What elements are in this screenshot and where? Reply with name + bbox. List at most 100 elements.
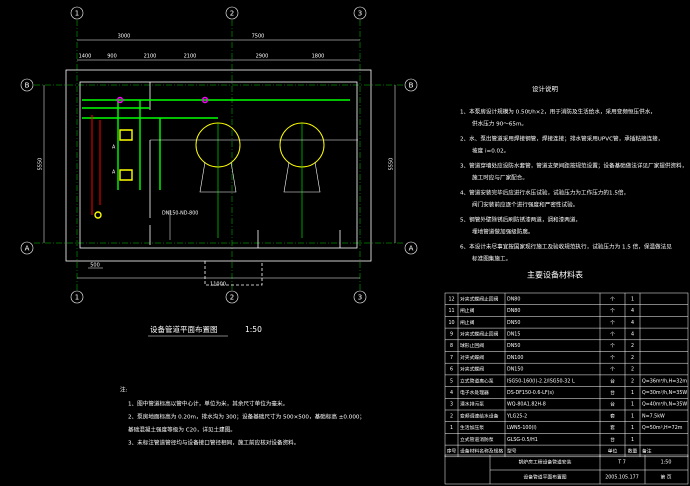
table-cell: 2 <box>631 343 634 349</box>
table-cell: 单位 <box>608 447 618 454</box>
dim-second: 900 <box>107 54 117 60</box>
table-cell: 对夹式蝶阀 <box>460 366 484 373</box>
table-cell: N=7.5kW <box>642 413 665 419</box>
table-cell: 6 <box>450 367 453 373</box>
axis-bubble <box>404 78 418 92</box>
table-cell: 12 <box>448 296 454 302</box>
dim-second: 1800 <box>312 54 325 60</box>
table-cell: 2 <box>631 378 634 384</box>
axis-label: 1 <box>75 10 79 18</box>
table-cell: 11 <box>448 308 454 314</box>
table-cell: 2 <box>631 367 634 373</box>
note: 2、泵房地面标高为 0.20m，排水沟为 300；设备基础尺寸为 500×500… <box>128 413 365 421</box>
sheet: T 7 <box>617 460 626 466</box>
table-cell: 变频调速给水设备 <box>460 412 499 419</box>
axis-label: 2 <box>230 294 234 302</box>
table-cell: 套 <box>610 424 615 431</box>
tanks <box>195 122 325 238</box>
table-cell: 电子水处理器 <box>460 389 489 396</box>
dim-second: 2900 <box>256 54 269 60</box>
table-cell: 10 <box>448 320 454 326</box>
drawing-name: 设备管道平面布置图 <box>523 474 566 481</box>
table-cell: 立式管道消防泵 <box>460 436 494 443</box>
table-cell: 个 <box>610 343 615 349</box>
table-title: 主要设备材料表 <box>527 270 583 280</box>
dim-bottom-small: 500 <box>90 263 100 269</box>
table-cell: 立式管道离心泵 <box>460 377 494 384</box>
axis-bubble <box>225 290 239 304</box>
axis-bubble <box>70 6 84 20</box>
table-cell: 设备材料名称及规格 <box>460 447 503 454</box>
table-cell: 闸止阀 <box>460 307 475 314</box>
axis-bubble <box>404 241 418 255</box>
title-block-frame <box>444 454 689 485</box>
axis-bubble <box>20 241 34 255</box>
table-cell: Q=40m³/h,N=35W <box>642 402 687 408</box>
table-cell: 7 <box>450 355 453 361</box>
table-cell: DN80 <box>507 296 520 302</box>
table-cell: DN50 <box>507 320 520 326</box>
plan-label: A <box>112 145 116 151</box>
table-cell: DN150 <box>507 367 523 373</box>
dim-top: 7500 <box>252 34 265 40</box>
table-cell: 个 <box>610 331 615 337</box>
table-cell: 8 <box>450 343 453 349</box>
axis-label: 2 <box>230 10 234 18</box>
notes-title: 注: <box>120 386 128 394</box>
dim-second: 2100 <box>144 54 157 60</box>
table-cell: 台 <box>610 436 615 443</box>
project-name: 锅炉房工程设备管道安装 <box>519 459 572 466</box>
plan-label: A <box>112 170 116 176</box>
table-cell: 对夹式蝶阀止回阀 <box>460 330 499 337</box>
table-cell: 套 <box>610 412 615 419</box>
design-note: 标准图集施工。 <box>472 255 511 263</box>
note: 1、图中管道标高以管中心计，单位为米，其余尺寸单位为毫米。 <box>128 400 288 408</box>
table-cell: 2 <box>450 413 453 419</box>
table-cell: 1 <box>631 413 634 419</box>
axis-bubble <box>353 290 367 304</box>
table-cell: 台 <box>610 389 615 396</box>
table-cell: DN15 <box>507 331 520 337</box>
axis-bubble <box>70 290 84 304</box>
table-cell: 9 <box>450 331 453 337</box>
design-note: 2、水、泵出管道采用焊接钢管，焊接连接；排水管采用UPVC管，承插粘接连接， <box>460 135 663 143</box>
page: 第 页 <box>660 474 671 481</box>
axis-label: 3 <box>358 294 362 302</box>
design-note: 阀门安装前应逐个进行强度和严密性试验。 <box>472 201 578 209</box>
axis-label: 3 <box>358 10 362 18</box>
table-cell: 闸止阀 <box>460 319 475 326</box>
axis-label: A <box>25 245 30 253</box>
table-cell: WQ-80A1.82H-8 <box>507 402 546 408</box>
axis-bubble <box>225 6 239 20</box>
table-cell: 1 <box>631 402 634 408</box>
axis-lines <box>34 20 404 290</box>
plan-scale: 1:50 <box>245 325 262 334</box>
design-note: 供水压力 90～65m。 <box>472 120 527 128</box>
design-note: 6、本设计未尽事宜按国家现行施工及验收规范执行，试验压力为 1.5 倍，保温做法… <box>460 243 672 251</box>
table-cell: DN50 <box>507 343 520 349</box>
dim-second: 1400 <box>79 54 92 60</box>
table-cell: 3 <box>450 402 453 408</box>
plan-title: 设备管道平面布置图 <box>150 324 218 334</box>
walls <box>65 69 372 286</box>
axis-label: 1 <box>75 294 79 302</box>
design-note: 坡度 i=0.02。 <box>472 147 509 155</box>
table-cell: 1 <box>450 425 453 431</box>
table-cell: 台 <box>610 401 615 408</box>
dimension-lines <box>43 39 396 279</box>
table-cell: GLSG-0.5/H1 <box>507 437 538 443</box>
axis-label: B <box>409 82 414 90</box>
table-cell: 1 <box>631 296 634 302</box>
table-cell: 1 <box>631 437 634 443</box>
axis-bubble <box>20 78 34 92</box>
table-cell: Q=30m³/h,N=35W <box>642 390 687 396</box>
table-cell: 台 <box>610 377 615 384</box>
design-note: 1、本泵房设计规模为 0.50t/h×2，用于消防及生活给水，采用变频恒压供水， <box>460 108 656 116</box>
dim-second: 2100 <box>184 54 197 60</box>
table-cell: 个 <box>610 308 615 314</box>
table-cell: 2 <box>631 355 634 361</box>
axis-label: A <box>409 245 414 253</box>
design-note: 施工时应与厂家配合。 <box>472 174 528 182</box>
